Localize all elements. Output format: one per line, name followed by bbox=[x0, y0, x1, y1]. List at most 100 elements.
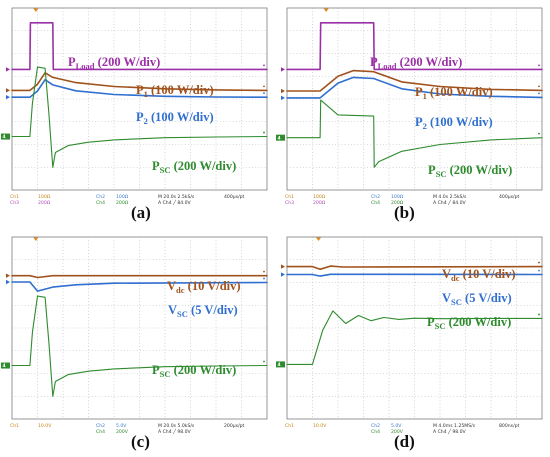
trace-end-marker bbox=[538, 85, 540, 88]
graticule-frame bbox=[11, 236, 268, 420]
trace-p-sc bbox=[11, 66, 268, 168]
scope-panel-c: 4 Vdc (10 V/div) VSC (5 V/div) PSC (200 W/d… bbox=[0, 229, 275, 457]
trace-label: PSC (200 W/div) bbox=[427, 315, 511, 331]
scope-readout: Ch1 10.0V Ch2 5.0V M 20.0s 5.0kS/s 200µs/pt Ch… bbox=[10, 423, 245, 435]
ch2-label: Ch2 bbox=[96, 423, 105, 429]
graticule-grid bbox=[12, 8, 267, 190]
timebase-readout: M 4.0s 2.5kS/s bbox=[433, 194, 467, 200]
timebase-readout: M 20.0s 2.5kS/s bbox=[158, 194, 195, 200]
trace-end-marker bbox=[263, 64, 265, 67]
ch3-scale: 200Ω bbox=[313, 200, 326, 206]
graticule-grid bbox=[287, 8, 542, 190]
ch3-scale: 200Ω bbox=[38, 200, 51, 206]
svg-text:4: 4 bbox=[278, 135, 281, 141]
channel-ground-marker: 4 bbox=[1, 362, 10, 369]
trigger-position-marker bbox=[33, 8, 39, 12]
ch2-label: Ch2 bbox=[371, 194, 380, 200]
scope-svg-d: 4 Vdc (10 V/div) VSC (5 V/div) PSC (200 W/d… bbox=[276, 236, 543, 435]
record-length-readout: 800ns/pt bbox=[499, 423, 520, 429]
record-length-readout: 400µs/pt bbox=[224, 194, 245, 200]
ch1-label: Ch1 bbox=[285, 194, 294, 200]
ch4-label: Ch4 bbox=[96, 429, 105, 435]
trigger-readout: A Ch4 ╱ 98.0V bbox=[158, 428, 192, 435]
record-length-readout: 200µs/pt bbox=[224, 423, 245, 429]
channel-ground-marker bbox=[6, 67, 10, 72]
ch3-label: Ch3 bbox=[285, 200, 294, 206]
trace-p-load bbox=[286, 22, 543, 71]
graticule-grid bbox=[12, 237, 267, 419]
trace-end-marker bbox=[263, 270, 265, 273]
channel-ground-marker bbox=[281, 95, 285, 101]
ch1-label: Ch1 bbox=[285, 423, 294, 429]
trace-end-marker bbox=[538, 261, 540, 264]
trace-label: P1 (100 W/div) bbox=[415, 85, 493, 101]
ch1-scale: 100Ω bbox=[313, 194, 326, 200]
trace-p-load bbox=[11, 22, 268, 71]
ch1-scale: 10.0V bbox=[38, 423, 52, 429]
svg-text:4: 4 bbox=[3, 363, 6, 369]
trigger-position-marker bbox=[323, 8, 329, 12]
scope-svg-c: 4 Vdc (10 V/div) VSC (5 V/div) PSC (200 W/d… bbox=[1, 236, 268, 435]
channel-ground-marker bbox=[6, 88, 10, 93]
ch2-label: Ch2 bbox=[371, 423, 380, 429]
channel-ground-marker bbox=[281, 88, 285, 94]
ch2-label: Ch2 bbox=[96, 194, 105, 200]
trace-label: PSC (200 W/div) bbox=[152, 363, 236, 379]
ch4-scale: 200V bbox=[391, 429, 404, 435]
trace-label: P2 (100 W/div) bbox=[415, 115, 493, 131]
trigger-position-marker bbox=[33, 237, 39, 241]
trigger-readout: A Ch4 ╱ 98.0V bbox=[433, 428, 467, 435]
panel-letter: (a) bbox=[131, 203, 151, 222]
scope-readout: Ch1 10.0V Ch2 5.0V M 4.0ms 1.25MS/s 800ns/pt C… bbox=[285, 423, 520, 435]
channel-ground-marker bbox=[281, 264, 285, 269]
ch4-scale: 200Ω bbox=[391, 200, 404, 206]
scope-panel-a: 4 PLoad (200 W/div) P1 (100 W/div) P2 (100 … bbox=[0, 0, 275, 228]
svg-text:4: 4 bbox=[278, 362, 281, 368]
trace-end-marker bbox=[538, 64, 540, 67]
trace-v-sc bbox=[286, 273, 543, 277]
ch1-scale: 10.0V bbox=[313, 423, 327, 429]
trace-end-marker bbox=[263, 92, 265, 95]
ch1-label: Ch1 bbox=[10, 194, 19, 200]
channel-ground-marker: 4 bbox=[276, 134, 285, 141]
ch2-scale: 5.0V bbox=[391, 423, 402, 429]
channel-ground-marker bbox=[6, 279, 10, 285]
ch1-scale: 100Ω bbox=[38, 194, 51, 200]
channel-ground-marker bbox=[281, 272, 285, 277]
trace-label: PSC (200 W/div) bbox=[428, 163, 512, 179]
trace-v-sc bbox=[11, 281, 268, 292]
timebase-readout: M 20.0s 5.0kS/s bbox=[158, 423, 195, 429]
trace-label: PSC (200 W/div) bbox=[152, 159, 236, 175]
trace-label: Vdc (10 V/div) bbox=[442, 267, 516, 283]
ch4-label: Ch4 bbox=[371, 200, 380, 206]
record-length-readout: 400µs/pt bbox=[499, 194, 520, 200]
ch2-scale: 100Ω bbox=[116, 194, 129, 200]
panel-letter: (d) bbox=[394, 432, 415, 451]
trigger-readout: A Ch4 ╱ 84.0V bbox=[158, 199, 192, 206]
ch2-scale: 5.0V bbox=[116, 423, 127, 429]
scope-svg-b: 4 PLoad (200 W/div) P1 (100 W/div) P2 (100 … bbox=[276, 7, 543, 206]
trace-label: P1 (100 W/div) bbox=[136, 83, 214, 99]
trace-p-sc bbox=[286, 310, 543, 365]
trace-v-dc bbox=[286, 265, 543, 271]
trace-label: PLoad (200 W/div) bbox=[370, 55, 462, 71]
trace-end-marker bbox=[263, 277, 265, 280]
ch2-scale: 100Ω bbox=[391, 194, 404, 200]
trace-label: Vdc (10 V/div) bbox=[167, 279, 241, 295]
trace-p-1 bbox=[286, 69, 543, 92]
channel-ground-marker: 4 bbox=[1, 133, 10, 140]
scope-panel-d: 4 Vdc (10 V/div) VSC (5 V/div) PSC (200 W/d… bbox=[275, 229, 550, 457]
trace-v-dc bbox=[11, 274, 268, 279]
trace-label: VSC (5 V/div) bbox=[168, 303, 238, 319]
panel-letter: (c) bbox=[131, 432, 150, 451]
trace-end-marker bbox=[263, 360, 265, 363]
graticule-grid bbox=[287, 237, 542, 419]
trace-p-sc bbox=[286, 99, 543, 168]
trace-label: P2 (100 W/div) bbox=[136, 110, 214, 126]
scope-panel-b: 4 PLoad (200 W/div) P1 (100 W/div) P2 (100 … bbox=[275, 0, 550, 228]
trace-end-marker bbox=[263, 131, 265, 134]
trigger-position-marker bbox=[316, 237, 321, 241]
channel-ground-marker bbox=[6, 94, 10, 100]
trace-p-sc bbox=[11, 295, 268, 397]
scope-readout: Ch1 100Ω Ch2 100Ω M 20.0s 2.5kS/s 400µs/pt Ch3… bbox=[10, 194, 245, 206]
